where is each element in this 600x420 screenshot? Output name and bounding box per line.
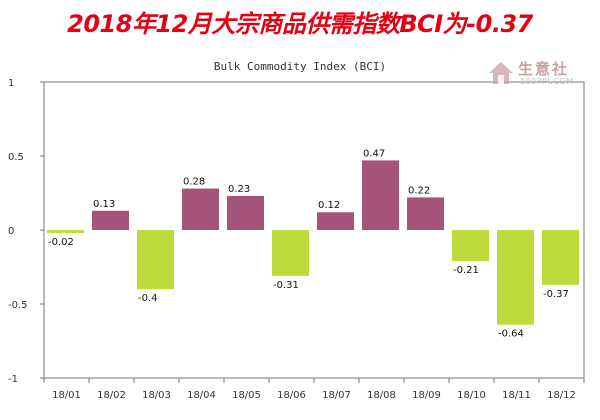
bar [47, 230, 84, 233]
data-label: 0.22 [408, 185, 430, 196]
bar [452, 230, 489, 262]
x-tick-label: 18/09 [412, 390, 441, 401]
x-tick-label: 18/06 [277, 390, 306, 401]
bar [92, 210, 129, 230]
y-tick-label: -1 [8, 374, 18, 385]
x-tick-label: 18/08 [367, 390, 396, 401]
house-logo-icon [489, 62, 513, 84]
data-label: -0.64 [498, 329, 524, 340]
y-tick-label: 0.5 [8, 152, 24, 163]
data-label: -0.4 [138, 293, 158, 304]
bar [182, 188, 219, 230]
x-tick-label: 18/11 [502, 390, 531, 401]
bar [542, 230, 579, 285]
data-label: 0.28 [183, 177, 205, 188]
watermark: 生意社 100PPI.COM [480, 58, 590, 92]
bar [137, 230, 174, 290]
x-tick-label: 18/03 [142, 390, 171, 401]
data-label: 0.23 [228, 184, 250, 195]
y-tick-label: 0 [8, 226, 14, 237]
y-tick-label: 1 [8, 78, 14, 89]
bar [227, 195, 264, 230]
data-label: 0.12 [318, 200, 340, 211]
bar [317, 212, 354, 230]
data-label: -0.37 [543, 289, 569, 300]
watermark-text: 生意社 [518, 60, 570, 78]
bar [362, 160, 399, 230]
data-label: -0.02 [48, 237, 74, 248]
x-tick-label: 18/04 [187, 390, 216, 401]
watermark-subtext: 100PPI.COM [520, 77, 574, 86]
y-tick-label: -0.5 [8, 300, 28, 311]
x-tick-label: 18/01 [52, 390, 81, 401]
headline: 2018年12月大宗商品供需指数BCI为-0.37 [67, 10, 533, 38]
data-label: 0.13 [93, 199, 115, 210]
x-tick-label: 18/02 [97, 390, 126, 401]
bar [497, 230, 534, 325]
chart-title: Bulk Commodity Index (BCI) [214, 60, 386, 73]
x-tick-label: 18/07 [322, 390, 351, 401]
x-tick-label: 18/05 [232, 390, 261, 401]
data-label: -0.21 [453, 265, 479, 276]
x-tick-label: 18/10 [457, 390, 486, 401]
bar [407, 197, 444, 230]
x-tick-label: 18/12 [547, 390, 576, 401]
data-label: 0.47 [363, 148, 385, 159]
bar [272, 230, 309, 276]
data-label: -0.31 [273, 280, 299, 291]
